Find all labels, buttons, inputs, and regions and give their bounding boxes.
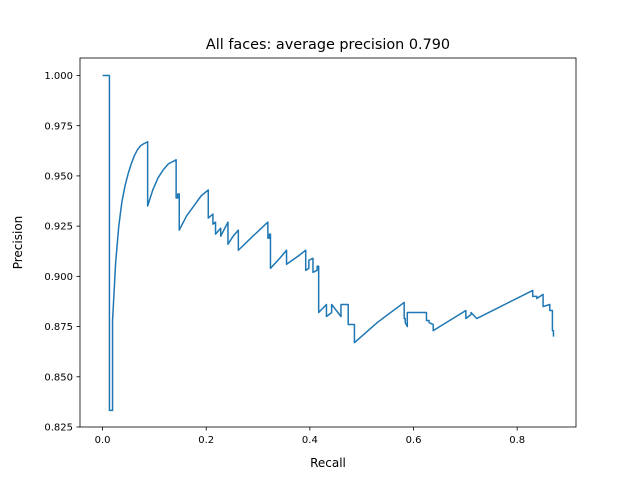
y-axis: 0.825 0.850 0.875 0.900 0.925 0.950 0.975 1.000 bbox=[44, 71, 80, 434]
y-tick-label: 0.850 bbox=[44, 372, 73, 383]
x-tick-label: 0.4 bbox=[302, 435, 318, 446]
series-line bbox=[102, 74, 555, 412]
y-tick-label: 0.900 bbox=[44, 272, 73, 283]
plot-frame bbox=[79, 57, 577, 428]
y-tick-label: 1.000 bbox=[44, 71, 73, 82]
x-tick-label: 0.8 bbox=[509, 435, 525, 446]
y-tick-label: 0.825 bbox=[44, 423, 73, 434]
x-axis-label: Recall bbox=[310, 456, 346, 470]
x-tick-label: 0.2 bbox=[198, 435, 214, 446]
y-tick-label: 0.975 bbox=[44, 121, 73, 132]
y-tick-label: 0.925 bbox=[44, 222, 73, 233]
y-tick-label: 0.875 bbox=[44, 322, 73, 333]
y-axis-label: Precision bbox=[11, 216, 25, 270]
x-tick-label: 0.6 bbox=[406, 435, 422, 446]
y-tick-label: 0.950 bbox=[44, 172, 73, 183]
x-axis: 0.0 0.2 0.4 0.6 0.8 bbox=[95, 427, 525, 446]
x-tick-label: 0.0 bbox=[95, 435, 111, 446]
chart-title: All faces: average precision 0.790 bbox=[206, 37, 450, 53]
